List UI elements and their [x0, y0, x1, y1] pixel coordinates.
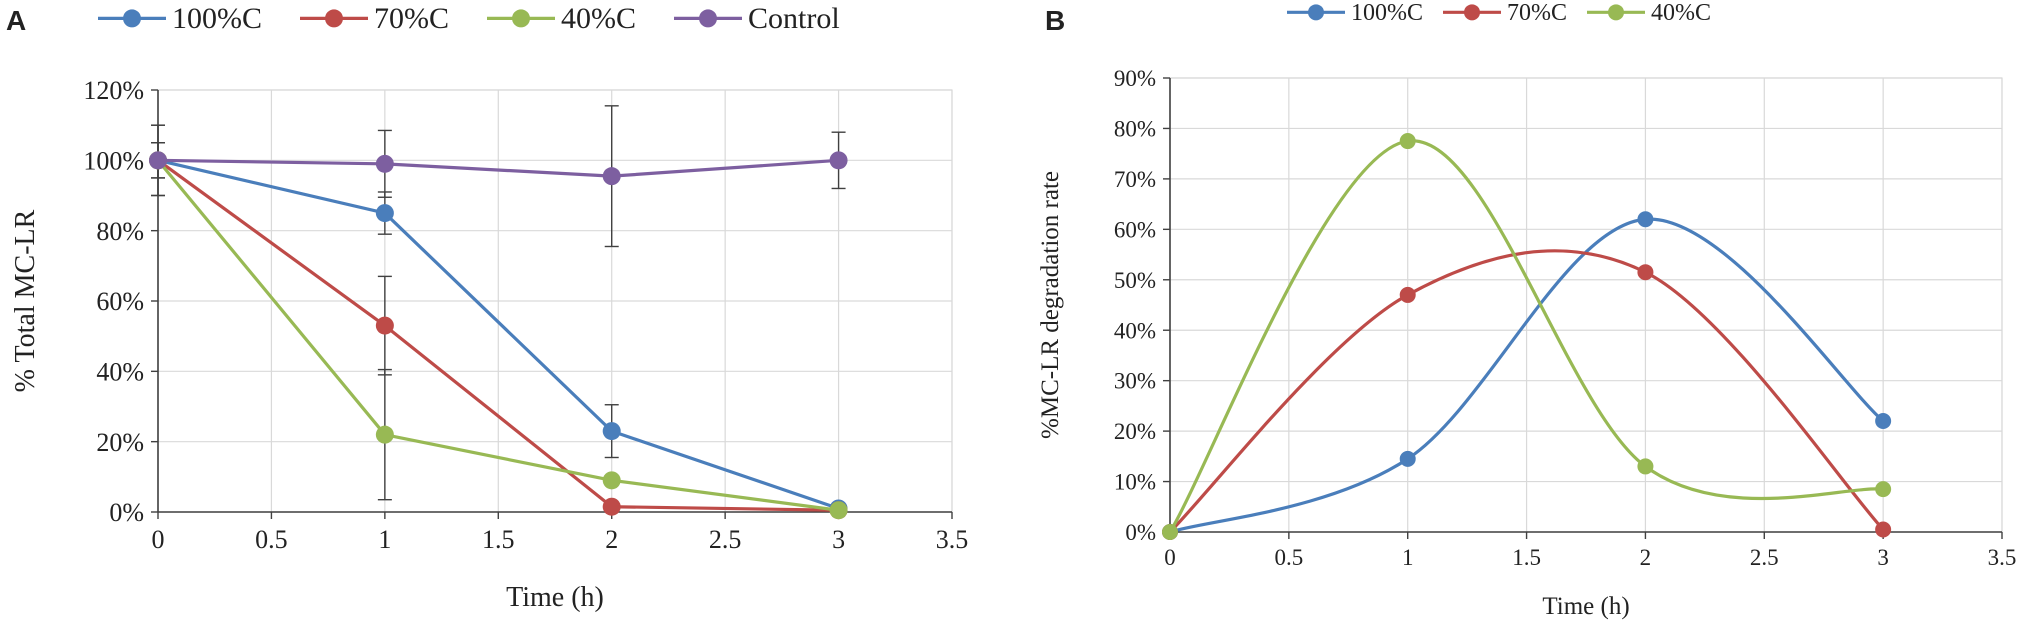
legend-item-40pctc: 40%C [1587, 0, 1711, 26]
data-point-70pctc [375, 316, 394, 335]
y-tick-label: 120% [83, 76, 144, 105]
panel-letter: A [6, 5, 26, 36]
legend-marker [1464, 4, 1480, 21]
legend-label: 40%C [561, 2, 636, 35]
x-tick-label: 3.5 [936, 525, 969, 554]
y-tick-label: 70% [1114, 167, 1156, 192]
x-tick-label: 2 [605, 525, 618, 554]
chart-panel-a: A 0 0.5 1 1.5 2 2.5 3 3.5 0% 20% 40% 60% 80% 100% 120% T… [6, 2, 968, 613]
data-point-control [375, 154, 394, 173]
series-line-40pctc [156, 159, 839, 512]
legend-marker [123, 9, 141, 28]
series-line-70pctc [1168, 249, 1885, 534]
legend-marker [512, 9, 530, 28]
data-point-70pctc [1637, 264, 1654, 281]
series-line-40pctc [1168, 139, 1884, 533]
y-tick-label: 20% [1114, 419, 1156, 444]
data-point-100pctc [1875, 413, 1892, 430]
y-tick-label: 80% [96, 217, 144, 246]
legend-label: 70%C [374, 2, 449, 35]
data-point-control [602, 167, 621, 186]
y-tick-label: 10% [1114, 470, 1156, 495]
legend-label: Control [748, 2, 840, 35]
y-tick-label: 50% [1114, 268, 1156, 293]
x-tick-label: 3 [832, 525, 845, 554]
x-tick-label: 0 [152, 525, 165, 554]
legend-label: 70%C [1507, 0, 1567, 26]
legend-label: 40%C [1651, 0, 1711, 26]
y-tick-label: 60% [96, 287, 144, 316]
x-tick-label: 1.5 [1512, 545, 1541, 570]
legend-item-100pctc: 100%C [98, 2, 262, 35]
y-tick-label: 90% [1114, 66, 1156, 91]
chart-panel-b: B 0 0.5 1 1.5 2 2.5 3 3.5 0% 10% 20% 30% 40% 50% 60% 70%… [1037, 0, 2016, 620]
series-line-100pctc [157, 158, 840, 510]
data-point-control [829, 151, 848, 170]
data-point-control [149, 151, 167, 170]
legend-marker [325, 9, 343, 28]
data-point-40pctc [1162, 524, 1178, 540]
legend-marker [699, 9, 717, 28]
data-point-40pctc [1875, 481, 1892, 498]
data-point-40pctc [602, 471, 621, 490]
y-axis-label: %MC-LR degradation rate [1037, 171, 1064, 439]
data-point-40pctc [1399, 133, 1416, 150]
legend-marker [1308, 4, 1324, 21]
data-point-100pctc [375, 204, 394, 223]
x-axis-label: Time (h) [1542, 593, 1629, 620]
legend-item-70pctc: 70%C [300, 2, 449, 35]
y-tick-label: 0% [1125, 520, 1156, 545]
x-tick-label: 0.5 [255, 525, 288, 554]
series-line-100pctc [1169, 217, 1885, 534]
y-tick-label: 100% [83, 146, 144, 175]
data-point-40pctc [1637, 458, 1654, 475]
data-point-100pctc [1399, 450, 1416, 467]
legend-item-100pctc: 100%C [1287, 0, 1423, 26]
legend-item-40pctc: 40%C [487, 2, 636, 35]
y-tick-label: 60% [1114, 217, 1156, 242]
data-point-100pctc [1637, 211, 1654, 228]
x-tick-label: 3 [1877, 545, 1889, 570]
legend-marker [1608, 4, 1624, 21]
y-tick-label: 80% [1114, 116, 1156, 141]
legend-item-control: Control [674, 2, 840, 35]
panel-letter: B [1045, 5, 1065, 36]
y-axis-label: % Total MC-LR [10, 209, 41, 392]
x-axis-label: Time (h) [506, 582, 604, 613]
legend-item-70pctc: 70%C [1443, 0, 1567, 26]
y-tick-label: 40% [1114, 318, 1156, 343]
y-tick-label: 20% [96, 428, 144, 457]
x-tick-label: 2.5 [1750, 545, 1779, 570]
plot-area [1169, 77, 2003, 533]
x-tick-label: 3.5 [1988, 545, 2017, 570]
legend-label: 100%C [1351, 0, 1423, 26]
x-tick-label: 1 [378, 525, 391, 554]
series-line-70pctc [157, 159, 839, 512]
y-tick-label: 40% [96, 357, 144, 386]
x-tick-label: 1.5 [482, 525, 515, 554]
data-point-70pctc [1875, 521, 1892, 538]
x-tick-label: 0 [1164, 545, 1176, 570]
x-tick-label: 0.5 [1274, 545, 1303, 570]
legend-label: 100%C [172, 2, 262, 35]
data-point-100pctc [602, 422, 621, 441]
x-tick-label: 2 [1640, 545, 1652, 570]
x-tick-label: 1 [1402, 545, 1414, 570]
data-point-40pctc [829, 501, 848, 520]
y-tick-label: 0% [109, 498, 144, 527]
data-point-70pctc [602, 497, 621, 516]
series-line-control [157, 158, 839, 178]
x-tick-label: 2.5 [709, 525, 742, 554]
y-tick-label: 30% [1114, 369, 1156, 394]
data-point-40pctc [375, 425, 394, 444]
data-point-70pctc [1399, 286, 1416, 303]
